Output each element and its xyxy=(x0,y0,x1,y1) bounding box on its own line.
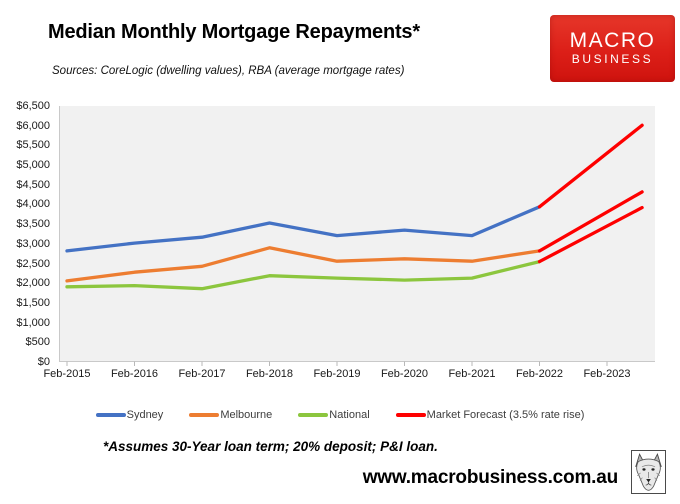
x-axis-tick-label: Feb-2020 xyxy=(380,368,429,380)
y-axis-tick-label: $6,000 xyxy=(16,119,50,132)
y-axis-tick-label: $4,000 xyxy=(16,198,50,211)
page-title: Median Monthly Mortgage Repayments* xyxy=(48,21,420,43)
x-axis-tick-label: Feb-2021 xyxy=(448,368,496,380)
legend-line-swatch xyxy=(395,413,426,417)
legend-line-swatch xyxy=(189,413,220,417)
wolf-logo xyxy=(631,450,666,494)
y-axis-tick-label: $5,000 xyxy=(16,159,50,172)
legend-item-sydney: Sydney xyxy=(95,409,164,421)
plot-area xyxy=(59,106,655,366)
x-axis-tick-label: Feb-2019 xyxy=(313,368,361,380)
legend-item-melbourne: Melbourne xyxy=(189,409,272,421)
macrobusiness-logo: MACRO BUSINESS xyxy=(550,15,675,82)
line-chart xyxy=(59,106,655,366)
legend-item-market-forecast-3-5-rate-rise: Market Forecast (3.5% rate rise) xyxy=(395,409,585,421)
y-axis-tick-label: $3,000 xyxy=(16,237,50,250)
y-axis-tick-label: $0 xyxy=(37,356,50,368)
x-axis-tick-label: Feb-2022 xyxy=(515,368,564,380)
logo-text-business: BUSINESS xyxy=(571,52,654,66)
website-url: www.macrobusiness.com.au xyxy=(362,467,619,488)
assumptions-footnote: *Assumes 30-Year loan term; 20% deposit;… xyxy=(103,439,438,454)
y-axis-tick-label: $3,500 xyxy=(16,218,50,231)
legend-label: National xyxy=(329,409,370,421)
x-axis-tick-label: Feb-2015 xyxy=(43,368,91,380)
y-axis-tick-label: $2,000 xyxy=(16,277,50,290)
sources-subtitle: Sources: CoreLogic (dwelling values), RB… xyxy=(52,65,405,77)
legend-line-swatch xyxy=(95,413,126,417)
x-axis-tick-label: Feb-2017 xyxy=(178,368,226,380)
y-axis-tick-label: $5,500 xyxy=(16,139,50,152)
y-axis-tick-label: $1,000 xyxy=(16,316,50,329)
wolf-icon xyxy=(635,453,662,491)
legend-label: Melbourne xyxy=(220,409,273,421)
x-axis-tick-label: Feb-2016 xyxy=(110,368,159,380)
legend-label: Market Forecast (3.5% rate rise) xyxy=(426,409,585,421)
chart-legend: Sydney Melbourne National Market Forecast (… xyxy=(0,407,680,423)
legend-label: Sydney xyxy=(126,409,164,421)
y-axis-tick-label: $2,500 xyxy=(16,257,50,270)
y-axis-tick-label: $4,500 xyxy=(16,178,50,191)
legend-line-swatch xyxy=(298,413,329,417)
y-axis-tick-label: $6,500 xyxy=(16,100,50,112)
x-axis-tick-label: Feb-2018 xyxy=(245,368,294,380)
y-axis-tick-label: $500 xyxy=(25,336,50,349)
y-axis-tick-label: $1,500 xyxy=(16,296,50,309)
x-axis-tick-label: Feb-2023 xyxy=(583,368,631,380)
logo-text-macro: MACRO xyxy=(569,29,656,52)
legend-item-national: National xyxy=(298,409,370,421)
